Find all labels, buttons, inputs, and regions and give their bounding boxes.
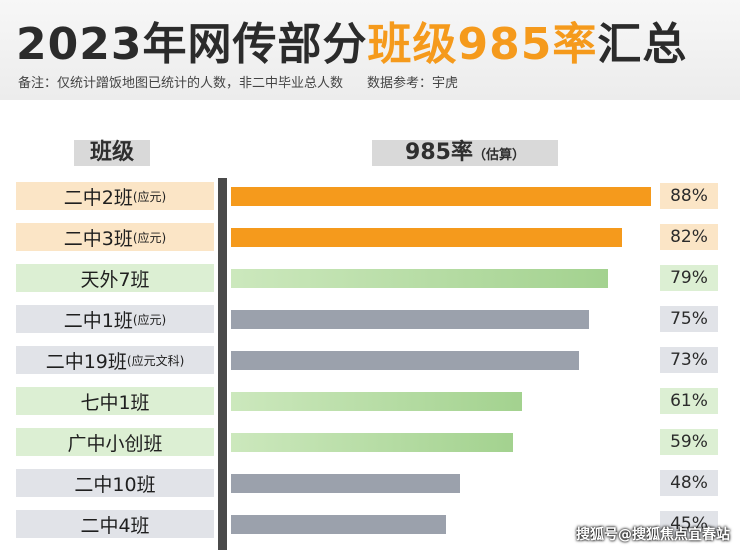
category-label: 广中小创班 (16, 428, 214, 456)
category-suffix: (应元) (132, 189, 167, 204)
category-suffix: (应元) (132, 312, 167, 327)
bar (231, 228, 622, 247)
data-label: 59% (660, 429, 718, 455)
bar (231, 392, 522, 411)
category-suffix: (应元) (132, 230, 167, 245)
category-label: 二中4班 (16, 510, 214, 538)
class-column-header: 班级 (74, 140, 150, 166)
title-highlight: 班级985率 (367, 19, 598, 70)
title-part2: 汇总 (597, 19, 688, 70)
category-label: 七中1班 (16, 387, 214, 415)
rate-header-label: 985率 (405, 140, 473, 165)
chart-note: 备注：仅统计蹭饭地图已统计的人数，非二中毕业总人数 数据参考：宇虎 (18, 72, 458, 91)
note-text: 备注：仅统计蹭饭地图已统计的人数，非二中毕业总人数 (18, 76, 344, 91)
rate-column-header: 985率（估算） (372, 140, 558, 166)
category-name: 二中4班 (80, 514, 150, 537)
data-label: 48% (660, 470, 718, 496)
category-label: 二中2班 (应元) (16, 182, 214, 210)
watermark-text: 搜狐号@搜狐焦点宜春站 (576, 527, 730, 543)
data-label: 45% (660, 511, 718, 537)
data-label: 82% (660, 224, 718, 250)
bar (231, 351, 579, 370)
chart-title: 2023年网传部分班级985率汇总 (16, 8, 687, 72)
data-label: 79% (660, 265, 718, 291)
data-label: 61% (660, 388, 718, 414)
category-name: 二中19班 (45, 350, 127, 373)
bar (231, 269, 608, 288)
category-name: 天外7班 (80, 268, 150, 291)
data-label: 73% (660, 347, 718, 373)
axis-line (218, 178, 227, 550)
category-label: 二中10班 (16, 469, 214, 497)
chart-header: 2023年网传部分班级985率汇总 备注：仅统计蹭饭地图已统计的人数，非二中毕业… (0, 0, 740, 100)
data-label: 88% (660, 183, 718, 209)
rate-header-sub: （估算） (472, 148, 525, 163)
category-label: 二中1班 (应元) (16, 305, 214, 333)
source-text: 数据参考：宇虎 (367, 76, 459, 91)
category-name: 广中小创班 (67, 432, 163, 455)
bar (231, 433, 513, 452)
bar (231, 187, 651, 206)
category-name: 二中1班 (63, 309, 133, 332)
bar (231, 515, 446, 534)
category-name: 二中3班 (63, 227, 133, 250)
category-name: 二中2班 (63, 186, 133, 209)
category-label: 天外7班 (16, 264, 214, 292)
title-part1: 2023年网传部分 (16, 19, 368, 70)
category-label: 二中3班 (应元) (16, 223, 214, 251)
category-name: 七中1班 (80, 391, 150, 414)
category-label: 二中19班 (应元文科) (16, 346, 214, 374)
data-label: 75% (660, 306, 718, 332)
category-suffix: (应元文科) (126, 353, 185, 368)
bar (231, 310, 589, 329)
category-name: 二中10班 (74, 473, 156, 496)
bar (231, 474, 460, 493)
